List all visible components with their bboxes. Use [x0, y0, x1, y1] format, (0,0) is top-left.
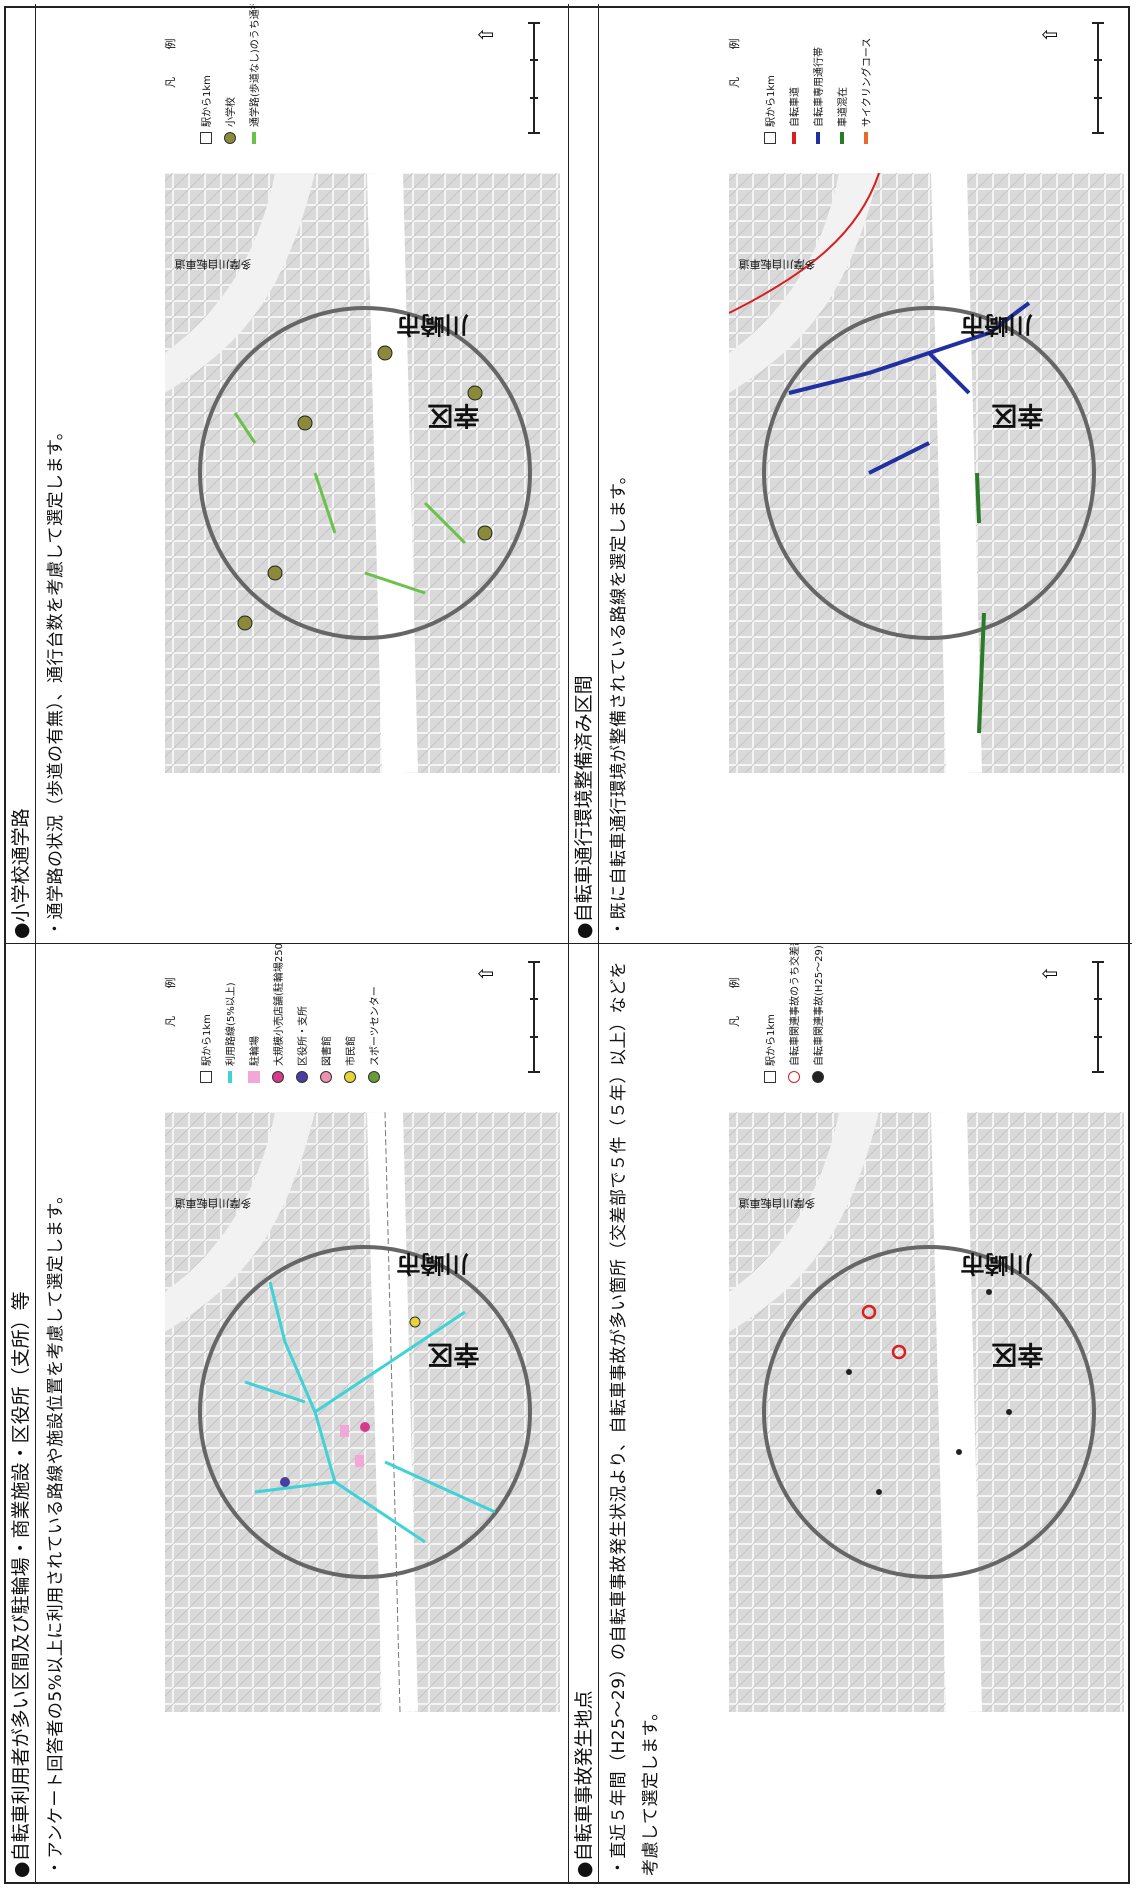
legend-item: 自転車道: [786, 38, 801, 144]
legend-item: 車道混在: [834, 38, 849, 144]
panel-title: ●自転車利用者が多い区間及び駐輪場・商業施設・区役所（支所）等: [6, 944, 36, 1882]
river-label: 多摩川自転車道: [174, 257, 252, 271]
panel-school-routes: ●小学校通学路 ・通学路の状況（歩道の有無）、通行台数を考慮して選定します。: [6, 4, 569, 943]
legend-item: 小学校: [222, 4, 237, 144]
map: 幸区 川崎市 多摩川自転車道: [165, 1112, 560, 1712]
legend-title: 凡 例: [164, 26, 177, 89]
scale-bar-icon: [1092, 22, 1104, 134]
panel-title: ●自転車事故発生地点: [569, 944, 599, 1882]
legend-title: 凡 例: [728, 26, 741, 89]
north-arrow-icon: ⇧: [474, 26, 498, 43]
legend-item: 区役所・支所: [294, 943, 309, 1083]
ward-label: 幸区: [991, 399, 1044, 430]
legend-item: 通学路(歩道なし)のうち通行台数800台以上: [246, 4, 261, 144]
circle-icon: [343, 1071, 356, 1083]
ward-label: 幸区: [427, 399, 480, 430]
north-arrow-icon: ⇧: [474, 965, 498, 982]
river-label: 多摩川自転車道: [738, 1196, 816, 1210]
legend-title: 凡 例: [164, 965, 177, 1028]
panel-description: ・直近５年間（H25〜29）の自転車事故発生状況より、自転車事故が多い箇所（交差…: [609, 960, 661, 1876]
legend-item: 自転車関連事故のうち交差部で5件(5年)以上: [786, 943, 801, 1083]
line-icon: [791, 132, 796, 144]
legend-item: 駅から1km: [762, 38, 777, 144]
line-icon: [839, 132, 844, 144]
line-icon: [251, 132, 256, 144]
panel-description: ・既に自転車通行環境が整備されている路線を選定します。: [609, 466, 629, 937]
panel-description: ・通学路の状況（歩道の有無）、通行台数を考慮して選定します。: [46, 422, 66, 937]
square-icon: [199, 132, 212, 144]
square-icon: [199, 1071, 212, 1083]
city-label: 川崎市: [960, 310, 1033, 339]
square-icon: [763, 132, 776, 144]
scale-bar-icon: [1092, 961, 1104, 1073]
line-icon: [815, 132, 820, 144]
panel-description: ・アンケート回答者の5%以上に利用されている路線や施設位置を考慮して選定します。: [46, 1186, 66, 1876]
north-arrow-icon: ⇧: [1038, 26, 1062, 43]
legend-item: 大規模小売店舗(駐輪場250台以上): [270, 943, 285, 1083]
legend-item: 図書館: [318, 943, 333, 1083]
panel-cyclist-routes: ●自転車利用者が多い区間及び駐輪場・商業施設・区役所（支所）等 ・アンケート回答…: [6, 943, 569, 1882]
legend-item: 自転車専用通行帯: [810, 38, 825, 144]
pink-square-icon: [247, 1071, 260, 1083]
river-label: 多摩川自転車道: [174, 1196, 252, 1210]
map-svg: [165, 173, 560, 773]
circle-icon: [319, 1071, 332, 1083]
panel-title: ●小学校通学路: [6, 4, 36, 943]
legend-item: 駅から1km: [762, 943, 777, 1083]
legend-item: 駐輪場: [246, 943, 261, 1083]
city-label: 川崎市: [396, 1249, 469, 1278]
panel-existing-facilities: ●自転車通行環境整備済み区間 ・既に自転車通行環境が整備されている路線を選定しま…: [569, 4, 1132, 943]
scale-bar-icon: [528, 22, 540, 134]
scale-bar-icon: [528, 961, 540, 1073]
square-icon: [763, 1071, 776, 1083]
legend-item: サイクリングコース: [858, 38, 873, 144]
map-svg: [165, 1112, 560, 1712]
circle-icon: [811, 1071, 824, 1083]
north-arrow-icon: ⇧: [1038, 965, 1062, 982]
line-icon: [863, 132, 868, 144]
circle-icon: [295, 1071, 308, 1083]
circle-icon: [787, 1071, 800, 1083]
map-svg: [729, 1112, 1124, 1712]
circle-icon: [271, 1071, 284, 1083]
panel-grid: ●自転車利用者が多い区間及び駐輪場・商業施設・区役所（支所）等 ・アンケート回答…: [4, 4, 1132, 1884]
panel-accident-points: ●自転車事故発生地点 ・直近５年間（H25〜29）の自転車事故発生状況より、自転…: [569, 943, 1132, 1882]
legend-item: 駅から1km: [198, 943, 213, 1083]
legend-item: 利用路線(5%以上): [222, 943, 237, 1083]
city-label: 川崎市: [396, 310, 469, 339]
line-icon: [227, 1071, 232, 1083]
map: 幸区 川崎市 多摩川自転車道: [729, 173, 1124, 773]
legend-title: 凡 例: [728, 965, 741, 1028]
legend-item: 市民館: [342, 943, 357, 1083]
city-label: 川崎市: [960, 1249, 1033, 1278]
circle-icon: [367, 1071, 380, 1083]
legend-item: 自転車関連事故(H25〜29): [810, 943, 825, 1083]
legend-item: スポーツセンター: [366, 943, 381, 1083]
map: 幸区 川崎市 多摩川自転車道: [729, 1112, 1124, 1712]
legend-item: 駅から1km: [198, 4, 213, 144]
map: 幸区 川崎市 多摩川自転車道: [165, 173, 560, 773]
ward-label: 幸区: [991, 1338, 1044, 1369]
river-label: 多摩川自転車道: [738, 257, 816, 271]
circle-icon: [223, 132, 236, 144]
ward-label: 幸区: [427, 1338, 480, 1369]
map-svg: [729, 173, 1124, 773]
panel-title: ●自転車通行環境整備済み区間: [569, 4, 599, 943]
